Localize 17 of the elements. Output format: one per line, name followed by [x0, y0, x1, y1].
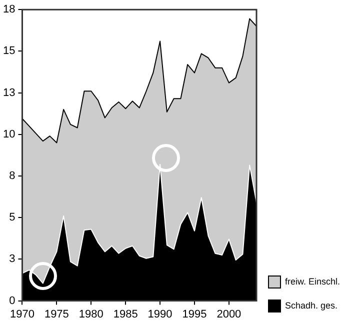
- legend-label: freiw. Einschl.: [285, 276, 340, 286]
- x-tick-label: 1980: [78, 308, 104, 320]
- y-tick-label: 5: [9, 212, 16, 224]
- y-tick-label: 18: [2, 4, 16, 16]
- x-tick-label: 1990: [148, 308, 172, 320]
- y-tick-label: 8: [9, 170, 16, 182]
- x-tick-label: 1975: [44, 308, 69, 320]
- x-tick-label: 2000: [216, 308, 242, 320]
- y-tick-label: 10: [2, 128, 16, 140]
- legend-label: Schadh. ges.: [285, 300, 338, 310]
- y-tick-label: 3: [9, 253, 16, 266]
- y-tick-label: 0: [9, 294, 16, 307]
- x-tick-label: 1995: [182, 308, 207, 320]
- y-tick-label: 15: [2, 45, 16, 58]
- x-tick-label: 1970: [10, 308, 34, 320]
- y-tick-label: 13: [2, 86, 16, 99]
- x-tick-label: 1985: [113, 308, 138, 320]
